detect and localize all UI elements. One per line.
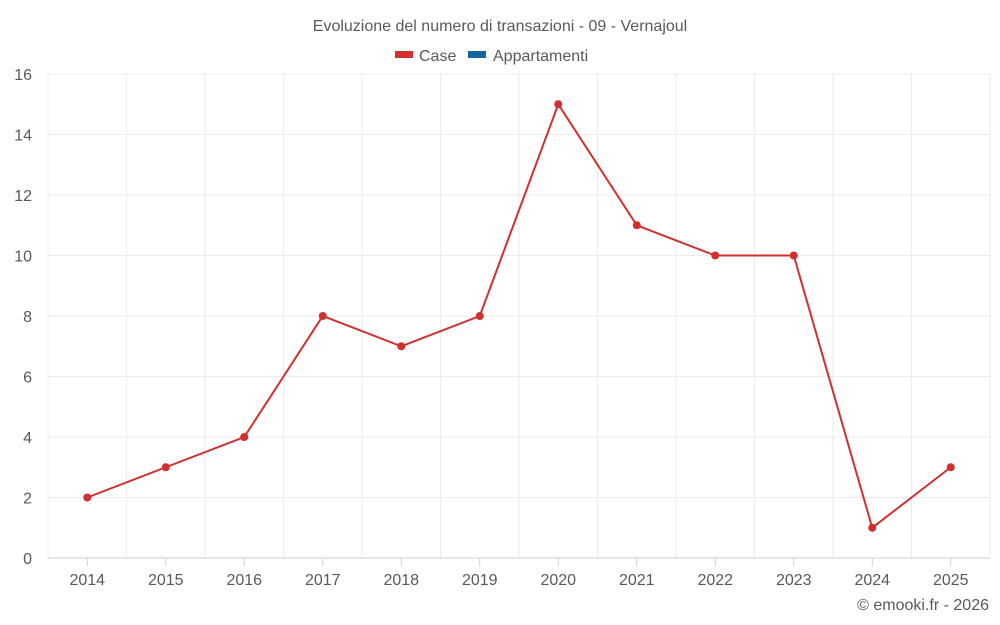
legend-swatch-appartamenti xyxy=(468,51,486,58)
data-point[interactable] xyxy=(789,251,798,260)
legend-swatch-case xyxy=(395,51,413,58)
data-point[interactable] xyxy=(83,493,92,502)
x-tick-label: 2018 xyxy=(383,572,419,589)
data-point[interactable] xyxy=(554,100,563,109)
data-point[interactable] xyxy=(318,312,327,320)
credit-text: © emooki.fr - 2026 xyxy=(857,597,989,614)
y-tick-label: 14 xyxy=(14,128,32,145)
x-tick-label: 2023 xyxy=(776,572,812,589)
data-point[interactable] xyxy=(240,433,249,441)
grid xyxy=(47,73,991,558)
data-point[interactable] xyxy=(711,251,720,260)
y-tick-label: 12 xyxy=(14,188,32,205)
data-point[interactable] xyxy=(397,342,406,351)
y-tick-label: 16 xyxy=(14,67,32,84)
y-tick-label: 8 xyxy=(23,309,32,326)
y-tick-label: 6 xyxy=(23,370,32,387)
data-point[interactable] xyxy=(161,463,170,472)
series xyxy=(83,100,955,532)
x-tick-label: 2022 xyxy=(697,572,733,589)
x-tick-label: 2016 xyxy=(226,572,262,589)
y-tick-label: 4 xyxy=(23,430,32,447)
axes: 0 2 4 6 8 10 12 14 16 2014 2015 2016 2017 2018 2019 202… xyxy=(14,67,990,589)
x-tick-label: 2019 xyxy=(462,572,498,589)
data-point[interactable] xyxy=(475,312,484,320)
x-tick-label: 2015 xyxy=(148,572,184,589)
x-tick-label: 2017 xyxy=(305,572,341,589)
data-point[interactable] xyxy=(868,523,877,532)
data-point[interactable] xyxy=(632,221,641,230)
legend-label-appartamenti[interactable]: Appartamenti xyxy=(493,48,588,65)
x-tick-label: 2020 xyxy=(540,572,576,589)
data-point[interactable] xyxy=(946,463,955,472)
series-line-case xyxy=(86,102,952,530)
y-tick-label: 2 xyxy=(23,491,32,508)
y-tick-label: 10 xyxy=(14,249,32,266)
legend-label-case[interactable]: Case xyxy=(419,48,456,65)
legend: Case Appartamenti xyxy=(395,48,588,65)
x-tick-label: 2025 xyxy=(933,572,969,589)
x-tick-label: 2014 xyxy=(69,572,105,589)
x-tick-label: 2021 xyxy=(619,572,655,589)
x-tick-label: 2024 xyxy=(854,572,890,589)
chart-title: Evoluzione del numero di transazioni - 0… xyxy=(313,18,687,35)
y-tick-label: 0 xyxy=(23,551,32,568)
